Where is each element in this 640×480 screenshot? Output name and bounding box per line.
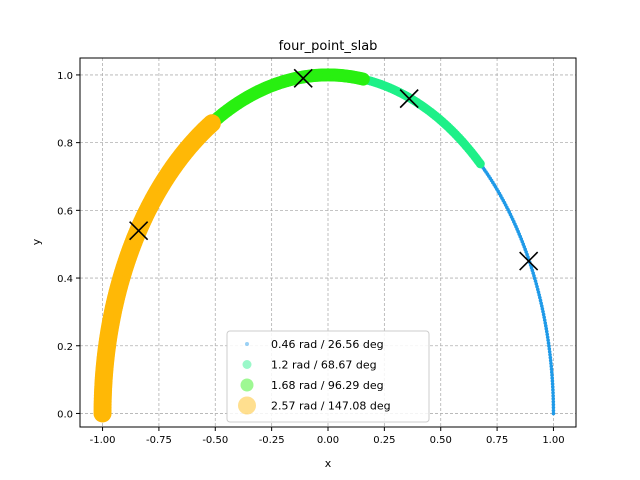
- x-axis-label: x: [325, 457, 332, 470]
- data-point: [551, 396, 556, 401]
- x-axis-ticks: -1.00 -0.75 -0.50 -0.25 0.00 0.25 0.50 0.75 1.00: [90, 427, 565, 446]
- x-tick-label: 0.50: [430, 435, 452, 446]
- data-point: [551, 408, 556, 413]
- legend-item: 0.46 rad / 26.56 deg: [245, 338, 384, 351]
- y-tick-label: 0.0: [57, 409, 73, 420]
- data-point: [551, 405, 556, 410]
- data-point: [547, 349, 552, 354]
- legend-item: 2.57 rad / 147.08 deg: [238, 396, 391, 415]
- data-point: [551, 402, 556, 407]
- y-tick-label: 1.0: [57, 71, 73, 82]
- data-point: [549, 370, 554, 375]
- legend-item: 1.68 rad / 96.29 deg: [240, 378, 384, 392]
- data-point: [550, 373, 554, 377]
- data-point: [545, 332, 550, 337]
- x-marker: [519, 251, 539, 271]
- legend-swatch: [245, 342, 249, 346]
- x-tick-label: -0.75: [146, 435, 172, 446]
- data-point: [550, 385, 555, 389]
- data-point: [551, 399, 556, 404]
- legend-swatch: [242, 360, 252, 369]
- data-point: [533, 279, 538, 283]
- x-marker: [293, 68, 313, 88]
- data-point: [534, 282, 539, 286]
- x-tick-label: -1.00: [90, 435, 116, 446]
- data-point: [538, 298, 543, 303]
- x-tick-label: 0.25: [373, 435, 395, 446]
- data-point: [538, 295, 542, 300]
- data-point: [550, 382, 555, 386]
- x-tick-label: -0.25: [259, 435, 285, 446]
- data-point: [547, 344, 551, 348]
- legend-label: 1.2 rad / 68.67 deg: [271, 359, 377, 372]
- legend-label: 2.57 rad / 147.08 deg: [271, 400, 391, 413]
- data-point: [539, 301, 543, 306]
- data-point: [549, 361, 553, 366]
- x-tick-label: -0.50: [202, 435, 228, 446]
- data-point: [535, 287, 540, 292]
- data-point: [548, 358, 553, 363]
- y-tick-label: 0.8: [57, 139, 73, 150]
- legend: 0.46 rad / 26.56 deg 1.2 rad / 68.67 deg 1…: [226, 330, 430, 423]
- data-point: [547, 347, 552, 351]
- data-point: [549, 367, 554, 372]
- data-point: [548, 355, 553, 360]
- data-point: [546, 338, 550, 342]
- data-point: [532, 276, 537, 281]
- data-point: [542, 315, 546, 320]
- data-point: [551, 390, 555, 395]
- data-point: [551, 393, 555, 398]
- data-points: [93, 68, 556, 423]
- x-tick-label: 0.75: [486, 435, 508, 446]
- legend-label: 1.68 rad / 96.29 deg: [271, 379, 384, 392]
- data-point: [541, 309, 545, 314]
- x-marker: [399, 89, 419, 109]
- data-point: [537, 293, 541, 297]
- legend-item: 1.2 rad / 68.67 deg: [242, 359, 377, 372]
- data-point: [550, 376, 555, 380]
- data-point: [543, 321, 548, 325]
- x-markers: [129, 68, 539, 271]
- x-marker: [129, 221, 149, 241]
- legend-swatch: [240, 378, 254, 392]
- data-point: [540, 304, 544, 308]
- data-point: [535, 284, 539, 289]
- legend-swatch: [238, 396, 256, 415]
- data-point: [540, 307, 545, 311]
- series-4: [93, 114, 221, 423]
- x-tick-label: 0.00: [317, 435, 339, 446]
- x-tick-label: 1.00: [542, 435, 564, 446]
- legend-box: [226, 330, 430, 423]
- y-tick-label: 0.4: [57, 274, 73, 285]
- y-tick-label: 0.2: [57, 342, 73, 353]
- data-point: [548, 352, 552, 357]
- data-point: [546, 341, 551, 345]
- data-point: [543, 324, 548, 328]
- data-point: [536, 290, 541, 294]
- data-point: [541, 312, 546, 317]
- data-point: [544, 326, 549, 331]
- y-tick-label: 0.6: [57, 206, 73, 217]
- data-point: [551, 388, 555, 392]
- data-point: [542, 318, 547, 322]
- data-point: [550, 379, 555, 383]
- legend-label: 0.46 rad / 26.56 deg: [271, 338, 384, 351]
- data-point: [551, 411, 556, 416]
- data-point: [544, 329, 549, 334]
- chart-title: four_point_slab: [279, 39, 378, 54]
- series-1: [478, 162, 556, 416]
- y-axis-ticks: 0.0 0.2 0.4 0.6 0.8 1.0: [57, 71, 80, 420]
- data-point: [549, 364, 554, 369]
- data-point: [93, 404, 112, 423]
- y-axis-label: y: [30, 238, 43, 245]
- data-point: [545, 335, 550, 340]
